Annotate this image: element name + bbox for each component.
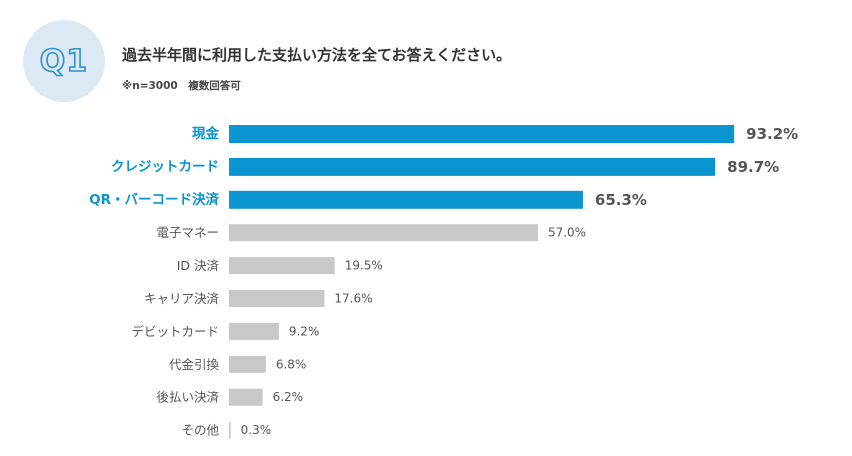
value-label: 9.2% — [289, 324, 320, 338]
category-label: QR・バーコード決済 — [89, 191, 219, 208]
value-label: 93.2% — [746, 125, 798, 143]
question-text: 過去半年間に利用した支払い方法を全てお答えください。 — [122, 46, 512, 64]
category-label: 後払い決済 — [156, 390, 219, 405]
bar — [229, 421, 231, 439]
value-label: 17.6% — [334, 292, 372, 306]
category-label: キャリア決済 — [144, 291, 220, 306]
bar — [229, 190, 583, 209]
question-number: Q1 — [39, 43, 89, 80]
bar — [229, 224, 538, 242]
sample-note: ※n=3000 複数回答可 — [122, 80, 241, 92]
value-label: 19.5% — [345, 259, 383, 273]
question-number-badge: Q1 — [23, 20, 105, 102]
bar — [229, 322, 279, 340]
category-label: 電子マネー — [156, 225, 219, 240]
value-label: 57.0% — [548, 226, 586, 240]
bar — [229, 355, 266, 373]
value-label: 6.2% — [273, 390, 304, 404]
bar — [229, 125, 735, 143]
value-label: 6.8% — [276, 357, 307, 371]
category-label: 代金引換 — [169, 357, 220, 372]
bar — [229, 257, 335, 275]
value-label: 0.3% — [241, 423, 272, 437]
value-label: 65.3% — [595, 191, 647, 209]
value-label: 89.7% — [727, 158, 779, 176]
category-label: ID 決済 — [177, 258, 220, 273]
category-label: 現金 — [192, 125, 219, 142]
category-label: その他 — [181, 423, 219, 438]
category-label: クレジットカード — [111, 159, 219, 175]
bar — [229, 157, 716, 176]
bar — [229, 388, 263, 406]
bar — [229, 290, 325, 307]
category-label: デビットカード — [131, 324, 219, 339]
